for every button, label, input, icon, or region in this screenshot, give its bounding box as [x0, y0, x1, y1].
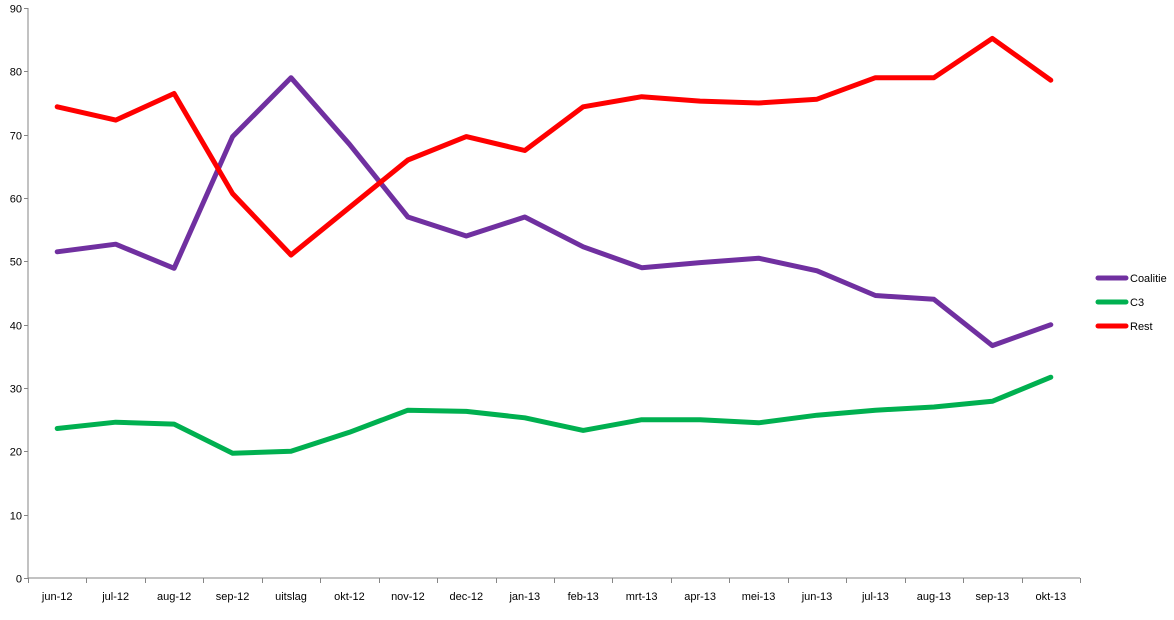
y-tick-label: 90: [10, 4, 22, 16]
series-line-coalitie: [54, 75, 1054, 349]
x-tick-label: jul-12: [101, 591, 129, 603]
y-tick-label: 10: [10, 511, 22, 523]
y-tick-label: 0: [16, 574, 22, 586]
x-tick-label: mrt-13: [626, 591, 658, 603]
x-tick-label: mei-13: [742, 591, 776, 603]
x-tick-label: nov-12: [391, 591, 425, 603]
x-tick-label: sep-13: [976, 591, 1010, 603]
x-tick-label: jun-13: [801, 591, 833, 603]
y-tick-label: 20: [10, 447, 22, 459]
x-tick-label: sep-12: [216, 591, 250, 603]
y-tick-label: 70: [10, 131, 22, 143]
y-tick-label: 60: [10, 194, 22, 206]
x-tick-label: feb-13: [568, 591, 599, 603]
y-tick-label: 50: [10, 257, 22, 269]
axes: [27, 8, 1080, 579]
legend: Coalitie C3 Rest: [1095, 273, 1167, 333]
legend-label-coalitie: Coalitie: [1130, 273, 1167, 285]
x-tick-label: okt-13: [1035, 591, 1066, 603]
x-tick-label: jan-13: [508, 591, 540, 603]
x-tick-label: jul-13: [861, 591, 889, 603]
y-axis-ticks: 0 10 20 30 40 50 60 70 80 90: [10, 4, 28, 586]
x-tick-label: aug-13: [917, 591, 951, 603]
legend-label-rest: Rest: [1130, 321, 1153, 333]
x-tick-label: dec-12: [450, 591, 484, 603]
x-tick-label: apr-13: [684, 591, 716, 603]
x-tick-label: okt-12: [334, 591, 365, 603]
series-lines: [54, 35, 1054, 456]
x-tick-label: uitslag: [275, 591, 307, 603]
y-tick-label: 80: [10, 67, 22, 79]
y-tick-label: 30: [10, 384, 22, 396]
series-line-c3: [54, 374, 1054, 456]
x-axis-ticks: jun-12 jul-12 aug-12 sep-12 uitslag okt-12 nov…: [28, 578, 1081, 603]
x-tick-label: aug-12: [157, 591, 191, 603]
x-tick-label: jun-12: [41, 591, 73, 603]
series-line-rest: [54, 35, 1054, 258]
y-tick-label: 40: [10, 321, 22, 333]
legend-label-c3: C3: [1130, 297, 1144, 309]
